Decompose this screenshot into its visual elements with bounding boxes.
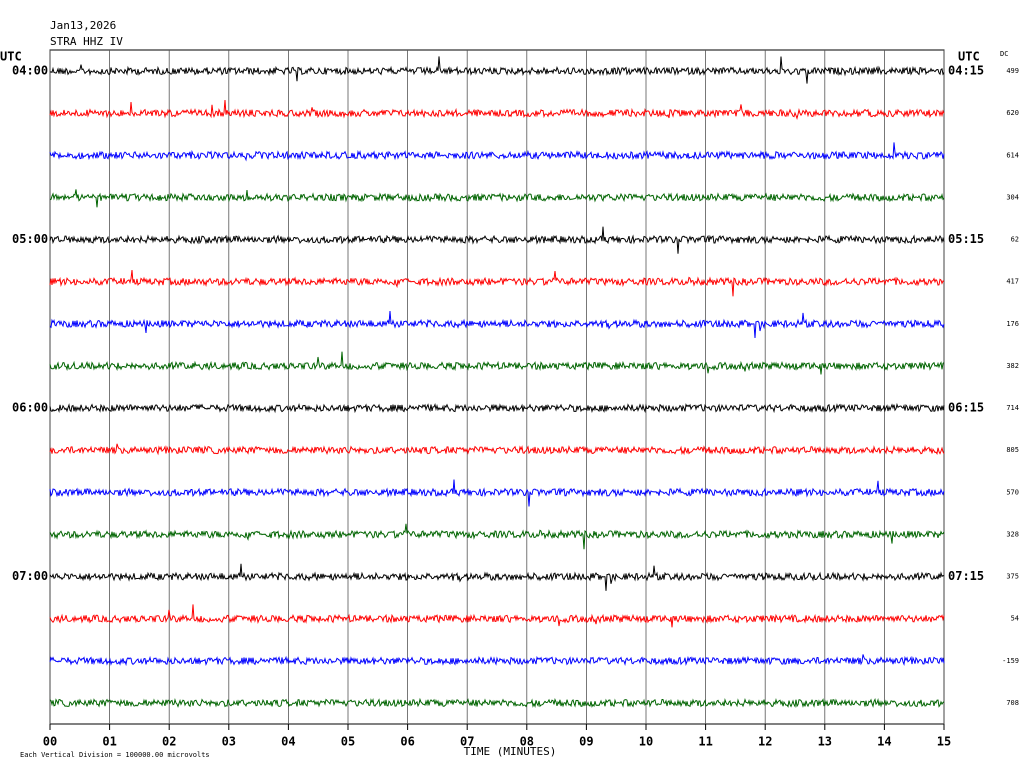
trace xyxy=(49,563,945,591)
left-time-label: 06:00 xyxy=(12,401,48,415)
dc-value: 570 xyxy=(1006,488,1019,496)
dc-value: 614 xyxy=(1006,151,1019,159)
x-tick-label: 15 xyxy=(937,735,951,749)
dc-value: 499 xyxy=(1006,67,1019,75)
x-tick-label: 10 xyxy=(639,735,653,749)
plot-frame xyxy=(49,49,945,725)
x-tick-label: 11 xyxy=(698,735,712,749)
right-time-label: 04:15 xyxy=(948,64,984,78)
x-tick-label: 13 xyxy=(818,735,832,749)
right-time-label: 05:15 xyxy=(948,232,984,246)
trace xyxy=(49,351,945,375)
trace xyxy=(49,402,945,414)
x-axis-label: TIME (MINUTES) xyxy=(464,745,557,758)
trace xyxy=(49,226,945,254)
x-tick-label: 02 xyxy=(162,735,176,749)
x-tick-label: 14 xyxy=(877,735,891,749)
left-header: UTC xyxy=(0,50,22,64)
dc-value: 417 xyxy=(1006,278,1019,286)
dc-header: DC xyxy=(1000,50,1008,58)
x-tick-label: 04 xyxy=(281,735,295,749)
left-time-label: 04:00 xyxy=(12,64,48,78)
dc-value: 62 xyxy=(1011,236,1019,244)
trace xyxy=(49,189,945,208)
dc-value: 328 xyxy=(1006,530,1019,538)
dc-value: 176 xyxy=(1006,320,1019,328)
x-tick-label: 07 xyxy=(460,735,474,749)
dc-value: 620 xyxy=(1006,109,1019,117)
dc-value: 714 xyxy=(1006,404,1019,412)
trace xyxy=(49,443,945,456)
date: Jan13,2026 xyxy=(50,19,116,32)
right-time-label: 07:15 xyxy=(948,569,984,583)
x-tick-label: 01 xyxy=(102,735,116,749)
trace xyxy=(49,270,945,297)
trace xyxy=(49,523,945,550)
dc-value: -159 xyxy=(1002,657,1019,665)
trace xyxy=(49,56,945,84)
left-time-label: 07:00 xyxy=(12,569,48,583)
dc-value: 805 xyxy=(1006,446,1019,454)
dc-value: 375 xyxy=(1006,573,1019,581)
dc-value: 54 xyxy=(1011,615,1019,623)
station: STRA HHZ IV xyxy=(50,35,123,48)
x-tick-label: 03 xyxy=(222,735,236,749)
x-tick-label: 12 xyxy=(758,735,772,749)
x-tick-label: 09 xyxy=(579,735,593,749)
x-tick-label: 06 xyxy=(400,735,414,749)
footnote: Each Vertical Division = 100000.00 micro… xyxy=(20,751,210,759)
trace xyxy=(49,99,945,121)
trace xyxy=(49,697,945,708)
dc-value: 382 xyxy=(1006,362,1019,370)
x-tick-label: 05 xyxy=(341,735,355,749)
dc-value: 708 xyxy=(1006,699,1019,707)
right-header: UTC xyxy=(958,50,980,64)
trace xyxy=(49,479,945,507)
right-time-label: 06:15 xyxy=(948,401,984,415)
dc-value: 304 xyxy=(1006,193,1019,201)
trace xyxy=(49,654,945,667)
trace xyxy=(49,604,945,628)
x-tick-label: 00 xyxy=(43,735,57,749)
trace xyxy=(49,310,945,339)
trace xyxy=(49,142,945,162)
left-time-label: 05:00 xyxy=(12,232,48,246)
x-tick-label: 08 xyxy=(520,735,534,749)
